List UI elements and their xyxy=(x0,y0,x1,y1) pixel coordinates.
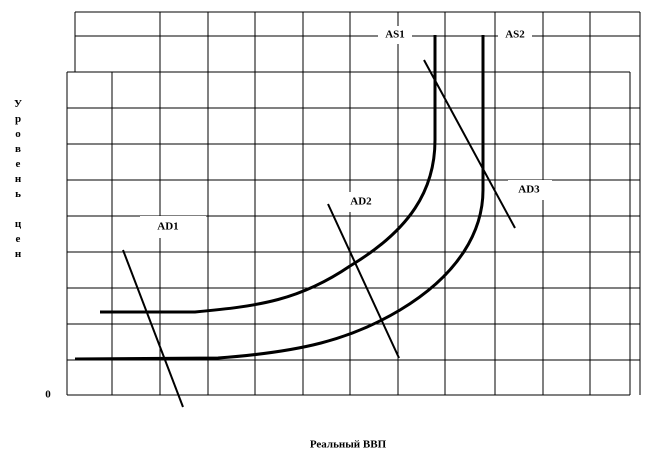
as2-curve xyxy=(74,35,485,361)
grid xyxy=(66,11,641,396)
ad1-line xyxy=(122,249,184,408)
ad2-line xyxy=(327,203,400,359)
as1-curve xyxy=(100,35,437,314)
ad3-label: AD3 xyxy=(518,184,540,196)
label-box xyxy=(140,216,206,238)
ad1-label: AD1 xyxy=(157,221,178,233)
label-box xyxy=(508,180,552,200)
origin-label: 0 xyxy=(45,389,51,401)
as1-label: AS1 xyxy=(385,29,405,41)
ad3-line xyxy=(423,59,516,229)
label-box xyxy=(498,26,532,44)
x-axis-label: Реальный ВВП xyxy=(310,439,387,451)
y-axis-label: Уровень цен xyxy=(12,98,24,263)
label-box xyxy=(378,26,412,44)
label-box xyxy=(340,192,384,212)
ad2-label: AD2 xyxy=(350,196,372,208)
as2-label: AS2 xyxy=(505,29,525,41)
